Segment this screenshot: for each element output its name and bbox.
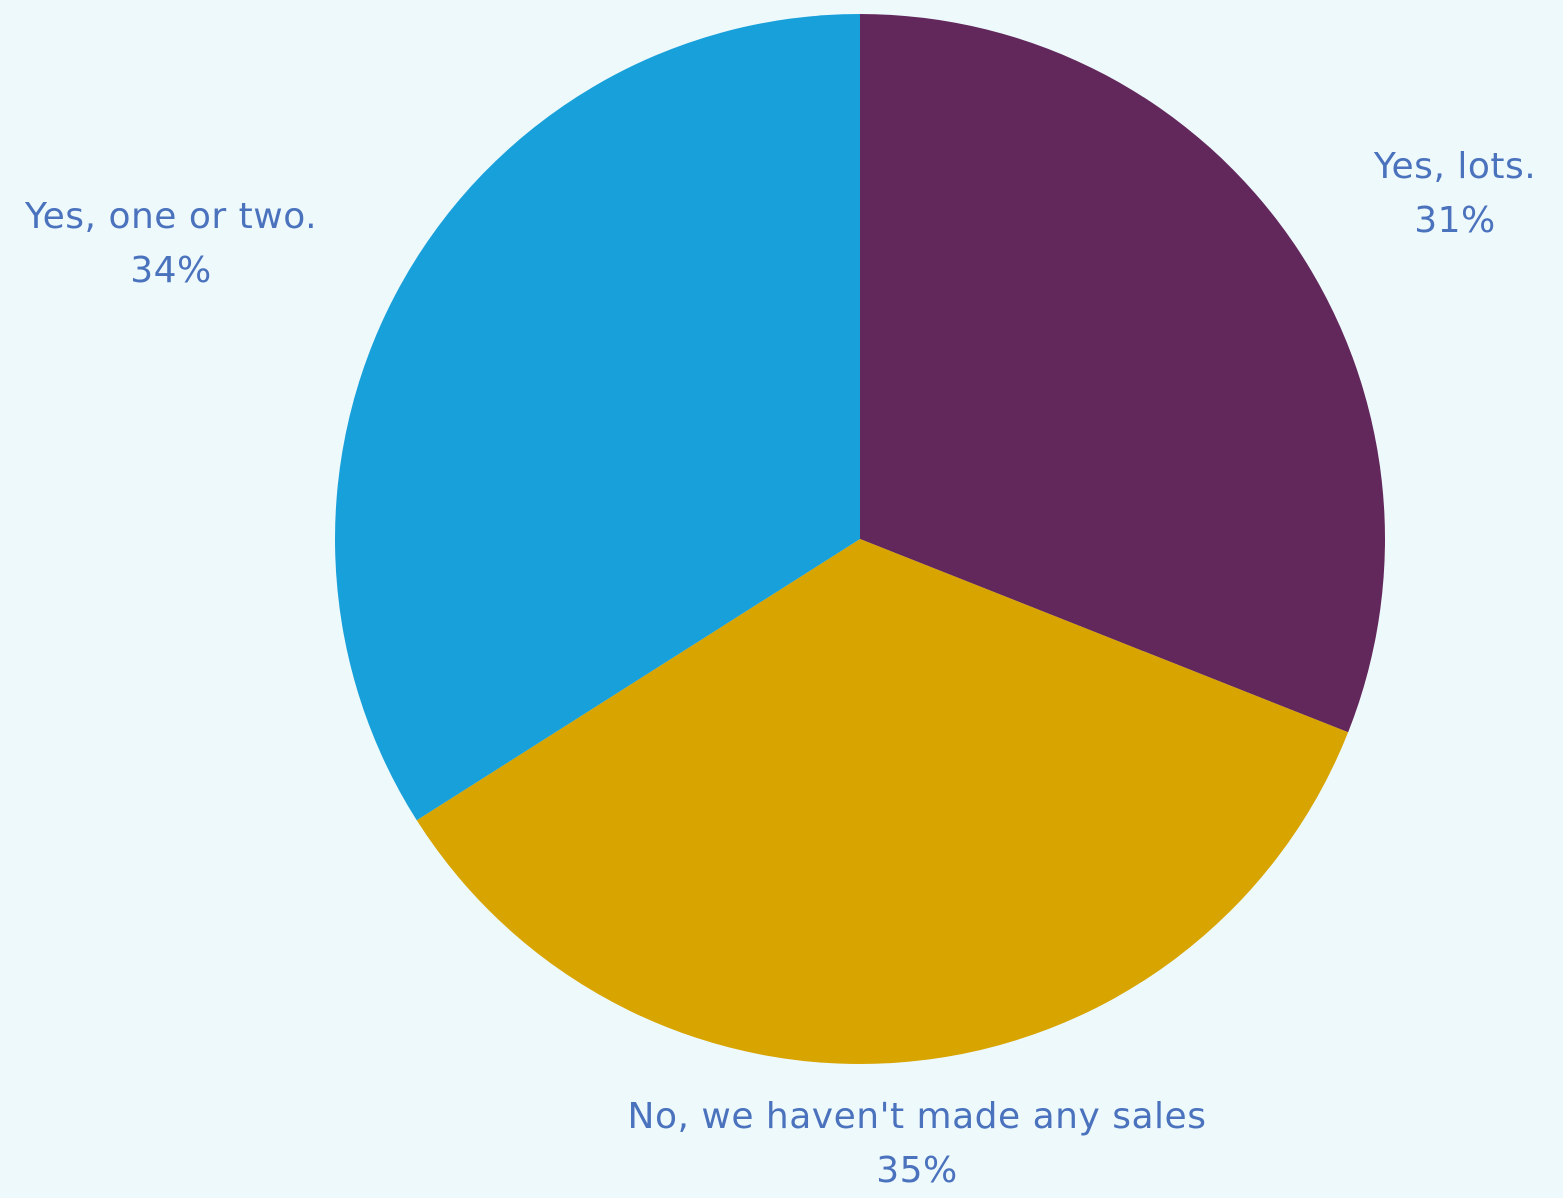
slice-name: Yes, one or two. (24, 196, 318, 237)
pie-slice-2 (416, 539, 1349, 1064)
slice-name: Yes, lots. (1373, 146, 1537, 187)
pie-slice-3 (335, 14, 860, 821)
slice-label-yes-lots: Yes, lots. 31% (1370, 140, 1540, 248)
slice-value: 34% (130, 250, 212, 291)
slice-label-one-or-two: Yes, one or two. 34% (0, 190, 342, 298)
slice-label-no-sales: No, we haven't made any sales 35% (612, 1090, 1222, 1198)
slice-name: No, we haven't made any sales (627, 1096, 1207, 1137)
pie-slices (335, 14, 1385, 1064)
pie-slice-1 (860, 14, 1385, 733)
slice-value: 35% (876, 1150, 958, 1191)
slice-value: 31% (1414, 200, 1496, 241)
